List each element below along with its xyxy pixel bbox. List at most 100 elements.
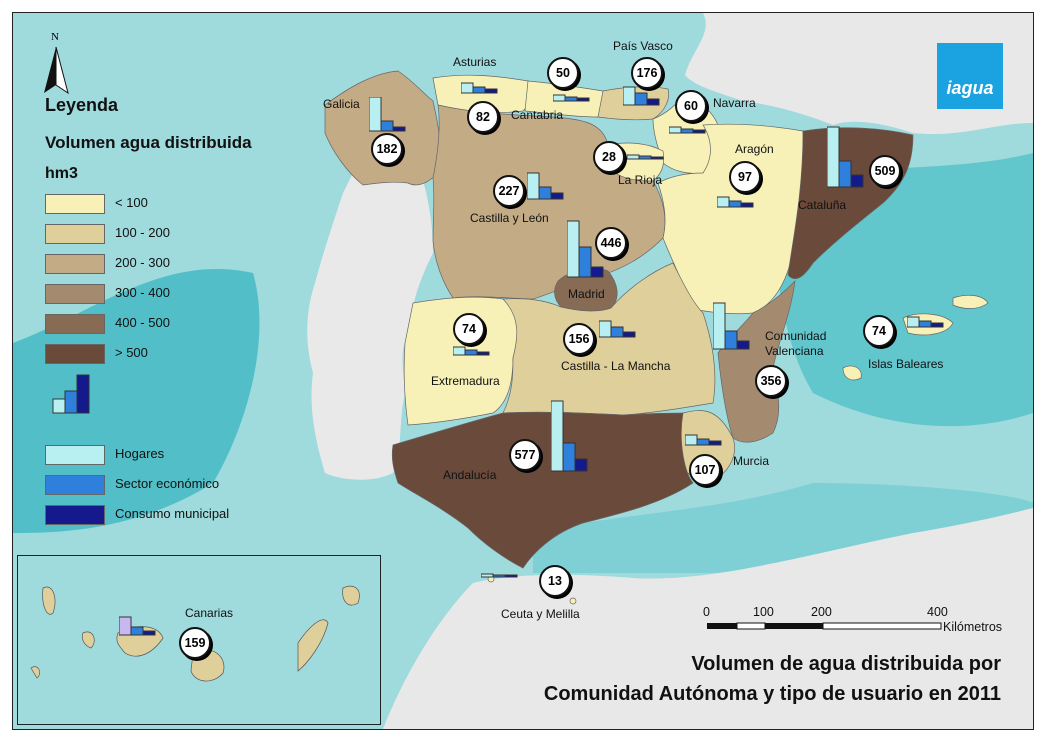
- bars-ceuta-y-melilla: [481, 573, 518, 578]
- north-arrow: N: [41, 31, 71, 95]
- bars-comunidad-valenciana: [713, 302, 750, 350]
- region-label-galicia: Galicia: [323, 97, 360, 111]
- africa-landmass: [383, 508, 1033, 729]
- scale-tick-3: 400: [927, 605, 948, 619]
- legend-swatch-class-3: [45, 284, 105, 304]
- bars-islas-baleares: [907, 316, 944, 328]
- region-label-andalucia: Andalucía: [443, 468, 497, 482]
- total-badge-comunidad-valenciana: 356: [755, 365, 787, 397]
- legend-swatch-class-0: [45, 194, 105, 214]
- bars-navarra: [669, 126, 706, 134]
- legend-heading: Leyenda: [45, 95, 119, 115]
- region-label-castilla-y-leon: Castilla y León: [470, 211, 549, 225]
- region-label-castilla-la-mancha: Castilla - La Mancha: [561, 359, 671, 373]
- map-title-line2: Comunidad Autónoma y tipo de usuario en …: [543, 683, 1001, 705]
- region-label-canarias: Canarias: [185, 606, 234, 620]
- legend-swatch-user-1: [45, 475, 105, 495]
- total-badge-galicia: 182: [371, 133, 403, 165]
- region-label-comunidad-valenciana: Comunidad Valenciana: [765, 329, 827, 358]
- legend-swatch-class-4: [45, 314, 105, 334]
- bars-asturias: [461, 82, 498, 94]
- total-badge-cataluna: 509: [869, 155, 901, 187]
- bars-extremadura: [453, 346, 490, 356]
- region-castilla-y-leon: [432, 104, 666, 300]
- canarias-inset-frame: [17, 555, 381, 725]
- region-label-navarra: Navarra: [713, 96, 756, 110]
- iagua-logo: iagua: [937, 43, 1003, 109]
- total-badge-ceuta-y-melilla: 13: [539, 565, 571, 597]
- north-arrow-icon: [44, 46, 69, 95]
- region-castilla-la-mancha: [502, 262, 716, 416]
- total-badge-pais-vasco: 176: [631, 57, 663, 89]
- total-badge-castilla-y-leon: 227: [493, 175, 525, 207]
- bars-pais-vasco: [623, 86, 660, 106]
- bars-aragon: [717, 196, 754, 208]
- france-landmass: [483, 13, 1033, 135]
- legend-class-label-2: 200 - 300: [115, 255, 170, 270]
- legend-swatch-class-5: [45, 344, 105, 364]
- legend-swatch-class-1: [45, 224, 105, 244]
- map-frame: N iagua Leyenda Volumen agua distribuida…: [12, 12, 1034, 730]
- legend-class-label-4: 400 - 500: [115, 315, 170, 330]
- logo-text: iagua: [946, 78, 994, 98]
- region-label-cantabria: Cantabria: [511, 108, 564, 122]
- region-comunidad-valenciana: [717, 280, 796, 443]
- deep-sea-atlantic: [13, 269, 260, 533]
- region-baleares: [842, 294, 989, 381]
- region-label-extremadura: Extremadura: [431, 374, 500, 388]
- total-badge-islas-baleares: 74: [863, 315, 895, 347]
- region-label-la-rioja: La Rioja: [618, 173, 663, 187]
- bars-cantabria: [553, 94, 590, 102]
- portugal-landmass: [307, 160, 433, 480]
- legend-swatch-class-2: [45, 254, 105, 274]
- legend-class-label-0: < 100: [115, 195, 148, 210]
- legend-bar-glyph-icon: [52, 374, 90, 414]
- scale-tick-1: 100: [753, 605, 774, 619]
- legend-unit: hm3: [45, 165, 78, 182]
- total-badge-asturias: 82: [467, 101, 499, 133]
- total-badge-castilla-la-mancha: 156: [563, 323, 595, 355]
- region-label-pais-vasco: País Vasco: [613, 39, 673, 53]
- legend-user-label-0: Hogares: [115, 446, 165, 461]
- bars-cataluna: [827, 126, 864, 188]
- legend-class-label-3: 300 - 400: [115, 285, 170, 300]
- total-badge-la-rioja: 28: [593, 141, 625, 173]
- total-badge-extremadura: 74: [453, 313, 485, 345]
- region-andalucia: [391, 411, 694, 569]
- region-label-ceuta-y-melilla: Ceuta y Melilla: [501, 607, 580, 621]
- bars-castilla-la-mancha: [599, 320, 636, 338]
- bars-andalucia: [551, 400, 588, 472]
- bars-castilla-y-leon: [527, 172, 564, 200]
- legend-class-label-5: > 500: [115, 345, 148, 360]
- legend-swatch-user-0: [45, 445, 105, 465]
- bars-murcia: [685, 434, 722, 446]
- scale-unit: Kilómetros: [943, 620, 1003, 634]
- bars-galicia: [369, 97, 406, 132]
- legend-user-label-1: Sector económico: [115, 476, 220, 491]
- region-canarias: [30, 585, 360, 682]
- total-badge-murcia: 107: [689, 454, 721, 486]
- legend-class-label-1: 100 - 200: [115, 225, 170, 240]
- region-label-aragon: Aragón: [735, 142, 774, 156]
- scale-tick-2: 200: [811, 605, 832, 619]
- region-label-islas-baleares: Islas Baleares: [868, 357, 944, 371]
- total-badge-andalucia: 577: [509, 439, 541, 471]
- total-badge-navarra: 60: [675, 90, 707, 122]
- legend-title: Volumen agua distribuida: [45, 133, 252, 152]
- bars-la-rioja: [627, 154, 664, 160]
- scale-bar: [707, 622, 942, 630]
- total-badge-aragon: 97: [729, 161, 761, 193]
- legend-swatch-user-2: [45, 505, 105, 525]
- total-badge-canarias: 159: [179, 627, 211, 659]
- total-badge-madrid: 446: [595, 227, 627, 259]
- north-arrow-label: N: [51, 31, 59, 43]
- bars-madrid: [567, 220, 604, 278]
- legend-user-label-2: Consumo municipal: [115, 506, 230, 521]
- region-label-madrid: Madrid: [568, 287, 605, 301]
- scale-tick-0: 0: [703, 605, 710, 619]
- region-label-asturias: Asturias: [453, 55, 497, 69]
- map-title-line1: Volumen de agua distribuida por: [691, 653, 1001, 675]
- region-label-cataluna: Cataluña: [798, 198, 847, 212]
- region-melilla: [569, 597, 577, 605]
- bars-canarias: [119, 616, 156, 636]
